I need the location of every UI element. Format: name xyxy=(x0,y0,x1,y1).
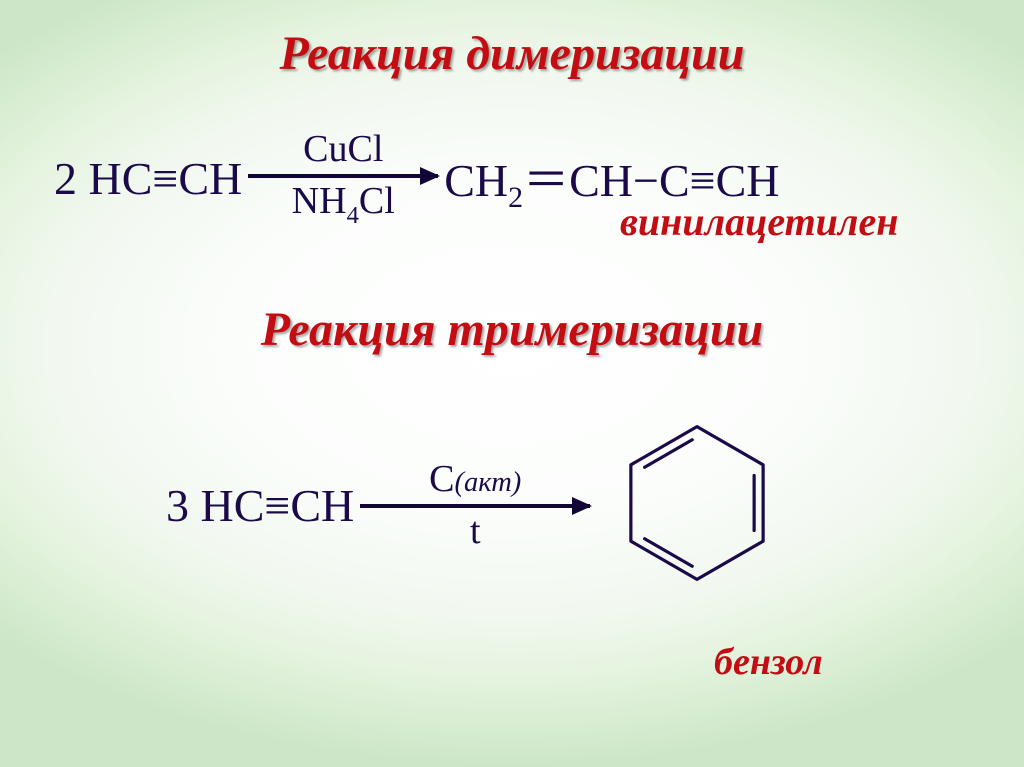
title-dimerization: Реакция димеризации xyxy=(280,26,745,81)
coefficient: 2 xyxy=(54,153,89,204)
dimerization-arrow-group: CuCl NH4Cl xyxy=(248,130,438,227)
label-benzene: бензол xyxy=(714,640,823,684)
cond-text: NH xyxy=(292,180,347,222)
formula-text: CH xyxy=(444,155,508,206)
trimerization-equation: 3 HC≡CH C(акт) t xyxy=(166,420,780,591)
cond-text: Cl xyxy=(359,180,395,222)
trimerization-condition-bottom: t xyxy=(470,512,481,552)
coefficient: 3 xyxy=(166,480,201,531)
cond-note: (акт) xyxy=(455,467,522,498)
dimerization-condition-bottom: NH4Cl xyxy=(292,182,395,228)
formula-sub: 2 xyxy=(508,181,523,214)
cond-text: C xyxy=(429,458,454,500)
dimerization-reactant: 2 HC≡CH xyxy=(54,152,242,205)
title-trimerization: Реакция тримеризации xyxy=(261,302,763,357)
trimerization-arrow-group: C(акт) t xyxy=(360,460,590,552)
benzene-ring-icon xyxy=(614,420,780,591)
dimerization-condition-top: CuCl xyxy=(303,130,383,170)
label-vinylacetylene: винилацетилен xyxy=(620,198,898,245)
trimerization-condition-top: C(акт) xyxy=(429,460,521,500)
arrow-icon xyxy=(360,504,590,508)
arrow-icon xyxy=(248,174,438,178)
cond-sub: 4 xyxy=(347,202,359,229)
formula-text: HC≡CH xyxy=(201,480,355,531)
formula-text: HC≡CH xyxy=(89,153,243,204)
trimerization-reactant: 3 HC≡CH xyxy=(166,479,354,532)
